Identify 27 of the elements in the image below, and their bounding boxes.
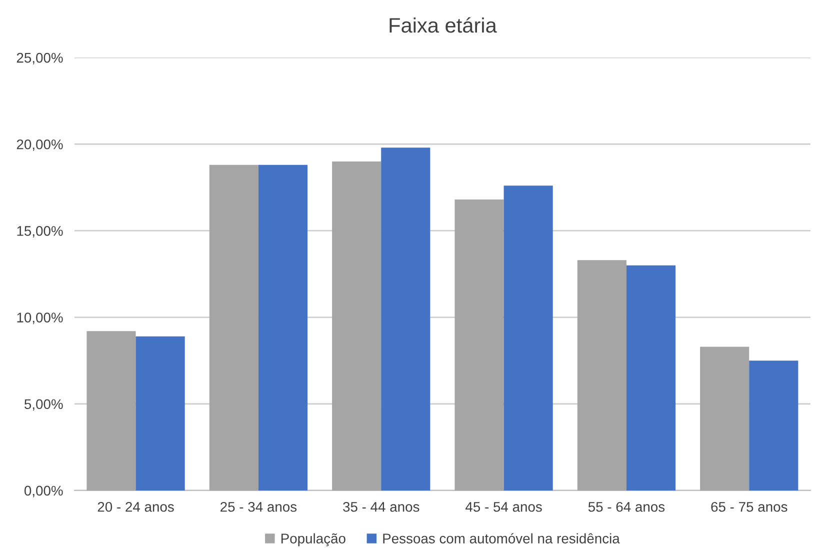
y-tick-label: 25,00%: [16, 52, 63, 64]
bar: [504, 186, 553, 490]
bar: [700, 346, 750, 490]
bar: [258, 164, 308, 490]
y-tick-label: 20,00%: [16, 139, 63, 151]
x-tick-label: 65 - 75 anos: [711, 502, 788, 512]
bar: [626, 265, 676, 490]
x-tick-label: 25 - 34 anos: [220, 502, 297, 512]
bar: [454, 200, 504, 490]
bar: [577, 260, 626, 490]
bar: [86, 331, 136, 490]
legend-label: População: [281, 533, 346, 546]
bar: [332, 161, 382, 490]
y-tick-label: 15,00%: [17, 226, 63, 238]
bar: [749, 360, 798, 490]
y-tick-label: 10,00%: [17, 312, 63, 324]
x-tick-label: 45 - 54 anos: [465, 502, 542, 512]
x-tick-label: 35 - 44 anos: [343, 502, 420, 512]
legend-label: Pessoas com automóvel na residência: [383, 533, 620, 544]
x-tick-label: 20 - 24 anos: [98, 502, 174, 512]
bar: [381, 148, 430, 490]
y-tick-label: 0,00%: [24, 486, 63, 498]
chart-title: Faixa etária: [390, 17, 497, 33]
x-tick-label: 55 - 64 anos: [588, 502, 665, 512]
bar: [136, 336, 185, 490]
bar: [209, 164, 258, 490]
y-tick-label: 5,00%: [24, 399, 63, 411]
